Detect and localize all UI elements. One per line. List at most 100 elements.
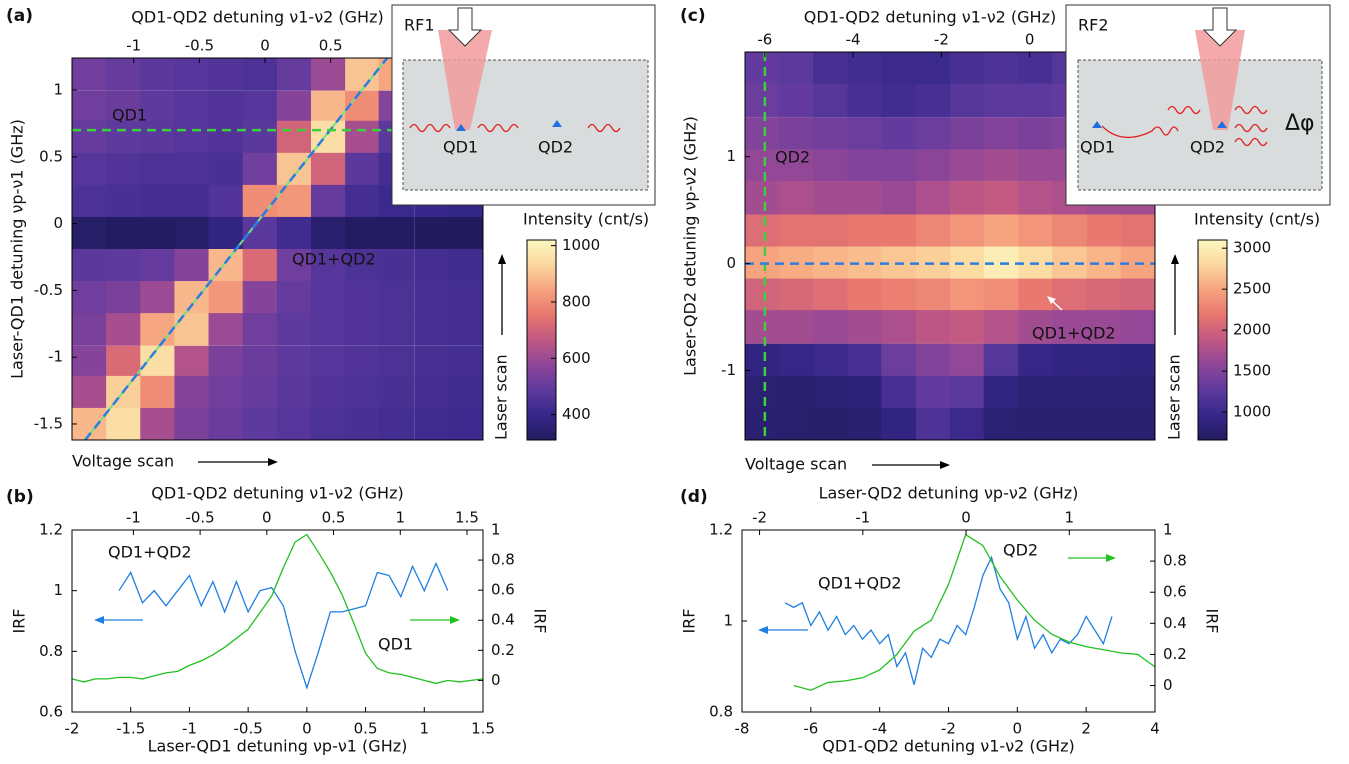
- heat-cell: [448, 313, 483, 346]
- heat-cell: [72, 281, 107, 314]
- plot-frame: [71, 57, 484, 441]
- arrow-head: [758, 626, 768, 634]
- series-line: [71, 533, 484, 685]
- heat-cell: [1018, 375, 1053, 409]
- colorbar-label: Intensity (cnt/s): [523, 210, 649, 229]
- heat-cell: [1120, 375, 1155, 409]
- x2-tick-label: -2: [752, 509, 767, 527]
- heat-cell: [1052, 343, 1088, 377]
- heat-cell: [1052, 214, 1088, 248]
- colorbar: [1197, 239, 1228, 441]
- heat-cell: [950, 407, 985, 440]
- y2-tick-label: 0.8: [1163, 552, 1187, 570]
- heat-cell: [779, 310, 814, 344]
- heat-cell: [847, 83, 883, 118]
- heat-cell: [140, 120, 176, 154]
- heat-cell: [916, 278, 951, 312]
- heat-cell: [1086, 278, 1122, 312]
- panel-label: (a): [6, 6, 33, 26]
- y2-tick-label: 0.4: [1163, 614, 1187, 632]
- x-axis-label: Laser-QD1 detuning νp-ν1 (GHz): [148, 737, 408, 756]
- heat-cell: [140, 184, 176, 218]
- heat-cell: [242, 407, 278, 440]
- heat-cell: [310, 345, 346, 378]
- heat-cell: [345, 120, 380, 154]
- heat-cell: [812, 149, 848, 182]
- heat-cell: [140, 216, 176, 250]
- heat-cell: [174, 90, 210, 123]
- heat-cell: [140, 152, 176, 186]
- heat-cell: [847, 214, 883, 248]
- heat-cell: [1018, 117, 1053, 150]
- heat-cell: [847, 278, 883, 312]
- heat-cell: [140, 407, 176, 440]
- heat-cell: [1018, 343, 1053, 377]
- heat-cell: [779, 278, 814, 312]
- heat-cell: [72, 184, 107, 218]
- heat-cell: [140, 281, 176, 314]
- x2-tick-label: 0: [1025, 31, 1035, 49]
- annotation: QD1+QD2: [292, 250, 376, 269]
- heat-cell: [950, 52, 985, 85]
- colorbar-tick-label: 3000: [1233, 239, 1271, 257]
- heat-cell: [414, 375, 450, 409]
- heat-cell: [916, 117, 951, 150]
- heat-cell: [779, 343, 814, 377]
- y-axis-label: IRF: [680, 608, 699, 633]
- heat-cell: [276, 58, 312, 91]
- heat-cell: [812, 117, 848, 150]
- x2-tick-label: -0.5: [185, 37, 214, 55]
- heat-cell: [140, 375, 176, 409]
- quantum-dot: [456, 124, 466, 131]
- heat-cell: [950, 83, 985, 118]
- heat-cell: [448, 249, 483, 282]
- heat-cell: [242, 152, 278, 186]
- colorbar-tick-label: 1500: [1233, 362, 1271, 380]
- scan-label: Voltage scan: [745, 455, 847, 474]
- heat-cell: [72, 58, 107, 91]
- heat-cell: [1120, 407, 1155, 440]
- heat-cell: [310, 281, 346, 314]
- heat-cell: [847, 117, 883, 150]
- colorbar-tick-label: 1000: [1233, 403, 1271, 421]
- heat-cell: [208, 184, 244, 218]
- series-name: QD1+QD2: [818, 574, 902, 593]
- y2-tick-label: 0.2: [1163, 645, 1187, 663]
- heat-cell: [779, 149, 814, 182]
- heat-cell: [812, 278, 848, 312]
- x2-tick-label: -1: [126, 509, 141, 527]
- heat-cell: [812, 310, 848, 344]
- heat-cell: [174, 58, 210, 91]
- heat-cell: [310, 407, 346, 440]
- heat-cell: [174, 345, 210, 378]
- y-tick-label: 1: [53, 581, 63, 599]
- x-tick-label: -2: [65, 720, 80, 738]
- heat-cell: [881, 343, 917, 377]
- y-tick-label: 0: [53, 214, 63, 232]
- heat-cell: [106, 216, 141, 250]
- heat-cell: [950, 343, 985, 377]
- heat-cell: [378, 216, 415, 250]
- x-axis-label: QD1-QD2 detuning ν1-ν2 (GHz): [804, 8, 1056, 27]
- heat-cell: [916, 407, 951, 440]
- heat-cell: [174, 152, 210, 186]
- heat-cell: [881, 117, 917, 150]
- x-tick-label: -4: [872, 720, 887, 738]
- heat-cell: [847, 407, 883, 440]
- heat-cell: [414, 345, 450, 378]
- excitation-arrow: [447, 7, 483, 47]
- arrow-head: [1171, 254, 1179, 264]
- fit-line-dashed: [84, 58, 389, 440]
- y-axis-label: Laser-QD2 detuning νp-ν2 (GHz): [681, 116, 700, 376]
- heat-cell: [881, 278, 917, 312]
- heat-cell: [72, 345, 107, 378]
- heat-cell: [310, 152, 346, 186]
- heat-cell: [106, 313, 141, 346]
- y-axis-label: Laser-QD1 detuning νp-ν1 (GHz): [8, 119, 27, 379]
- x2-tick-label: 1: [1065, 509, 1075, 527]
- heat-cell: [916, 343, 951, 377]
- heat-cell: [174, 281, 210, 314]
- y2-axis-label: IRF: [531, 608, 550, 633]
- x2-tick-label: -1: [126, 37, 141, 55]
- arrow-head: [1047, 296, 1056, 304]
